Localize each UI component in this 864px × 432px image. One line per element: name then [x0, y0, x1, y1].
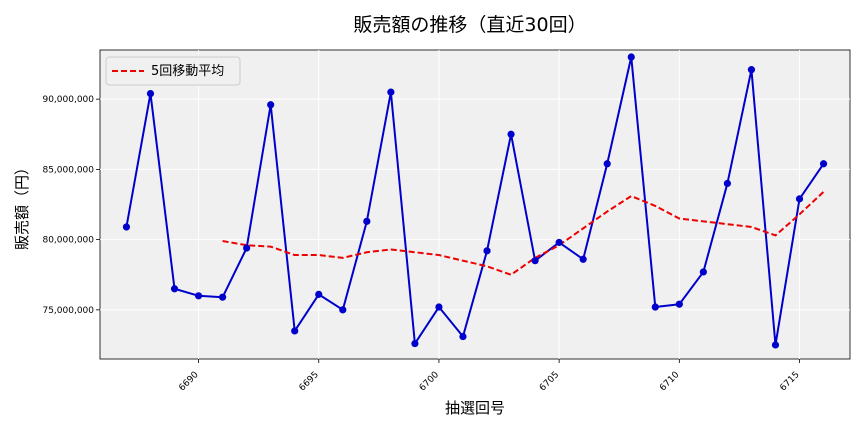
- data-point: [627, 53, 635, 61]
- x-tick-label: 6695: [298, 370, 321, 393]
- data-point: [219, 293, 227, 301]
- chart-title: 販売額の推移（直近30回）: [353, 14, 586, 36]
- x-axis-label: 抽選回号: [445, 399, 505, 417]
- data-point: [387, 88, 395, 96]
- data-point: [699, 268, 707, 276]
- data-point: [483, 247, 491, 255]
- data-point: [170, 285, 179, 293]
- data-point: [411, 339, 419, 348]
- y-tick-label: 75,000,000: [42, 306, 94, 316]
- data-point: [507, 130, 515, 138]
- x-tick-label: 6710: [658, 370, 681, 393]
- data-point: [795, 195, 804, 203]
- data-point: [819, 160, 828, 168]
- y-axis-label: 販売額（円）: [13, 160, 31, 250]
- data-point: [771, 341, 780, 349]
- data-point: [747, 66, 756, 74]
- data-point: [122, 223, 131, 231]
- data-point: [291, 327, 299, 335]
- y-axis-ticks: 75,000,000 80,000,000 85,000,000 90,000,000: [42, 95, 100, 316]
- data-point: [267, 101, 275, 109]
- x-tick-label: 6705: [538, 370, 561, 393]
- legend-box: [105, 56, 241, 86]
- data-point: [723, 179, 732, 188]
- x-tick-label: 6715: [778, 370, 801, 393]
- series-line-sales: [125, 56, 825, 346]
- data-point: [603, 160, 611, 168]
- y-tick-label: 80,000,000: [42, 236, 94, 246]
- legend: 5回移動平均: [105, 56, 241, 86]
- data-point: [194, 292, 203, 300]
- data-point: [315, 290, 323, 298]
- series-lines: [125, 56, 825, 346]
- data-point: [579, 255, 587, 263]
- data-point: [435, 303, 443, 311]
- data-point: [651, 303, 659, 311]
- data-point: [555, 238, 563, 247]
- data-point: [146, 89, 155, 98]
- x-tick-label: 6690: [177, 370, 200, 393]
- plot-area: [99, 49, 851, 360]
- y-tick-label: 90,000,000: [42, 95, 94, 105]
- x-tick-label: 6700: [418, 370, 441, 393]
- series-line-moving-average: [222, 191, 825, 276]
- legend-label-moving-average: 5回移動平均: [151, 64, 224, 79]
- x-axis-ticks: 6690 6695 6700 6705 6710 6715: [177, 359, 802, 393]
- data-point: [459, 332, 467, 341]
- data-point: [531, 257, 539, 265]
- data-point: [363, 217, 371, 225]
- y-tick-label: 85,000,000: [42, 165, 94, 175]
- data-point: [339, 306, 347, 314]
- data-point: [243, 244, 251, 252]
- data-point: [675, 300, 683, 308]
- series-points: [122, 53, 828, 349]
